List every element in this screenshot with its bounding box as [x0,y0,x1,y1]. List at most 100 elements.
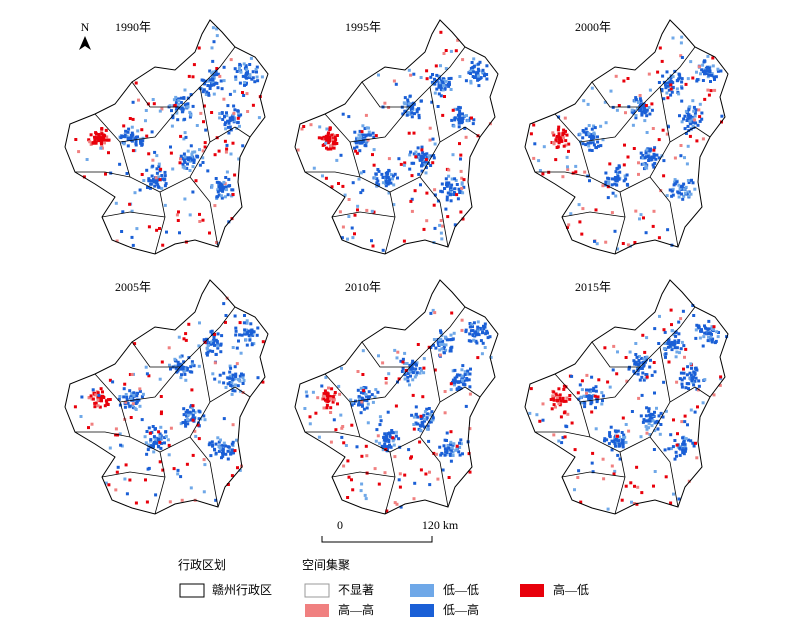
legend-title: 行政区划 [178,558,226,572]
cluster-cell [603,439,606,443]
cluster-cell [314,411,318,415]
cluster-cell [192,63,196,67]
cluster-cell [457,187,461,191]
cluster-cell [557,439,561,443]
cluster-cell [184,135,188,139]
cluster-cell [188,410,192,414]
cluster-cell [440,347,444,351]
cluster-cell [551,141,555,145]
cluster-cell [428,420,432,424]
cluster-cell [640,111,644,115]
cluster-cell [590,86,594,90]
cluster-cell [419,76,423,79]
cluster-cell [677,92,681,96]
cluster-cell [448,338,452,342]
cluster-cell [152,435,156,439]
cluster-cell [97,137,101,141]
cluster-cell [565,155,569,159]
cluster-cell [425,191,429,195]
cluster-cell [710,73,714,77]
cluster-cell [589,402,593,406]
cluster-cell [233,314,237,318]
map-panel [294,19,499,255]
cluster-cell [692,444,696,448]
cluster-cell [425,427,429,431]
cluster-cell [607,180,611,184]
cluster-cell [433,368,437,372]
cluster-cell [382,435,386,439]
cluster-cell [652,152,656,156]
cluster-cell [587,132,591,136]
cluster-cell [657,138,661,142]
cluster-cell [569,212,573,216]
cluster-cell [458,453,462,457]
cluster-cell [221,454,225,458]
cluster-cell [225,143,229,147]
cluster-cell [130,235,134,239]
cluster-cell [211,26,215,30]
legend-label: 高—低 [553,582,589,597]
cluster-cell [380,444,384,448]
cluster-cell [237,114,241,118]
cluster-cell [219,194,223,198]
cluster-cell [234,326,238,330]
cluster-cell [157,445,161,449]
cluster-cell [664,409,668,413]
cluster-cell [215,195,219,199]
cluster-cell [460,176,464,180]
cluster-cell [398,485,402,489]
cluster-cell [364,394,368,398]
cluster-cell [676,190,680,194]
district-boundary [189,176,219,248]
cluster-cell [477,333,481,337]
cluster-cell [384,377,388,380]
cluster-cell [455,193,459,197]
cluster-cell [611,368,615,372]
cluster-cell [671,86,675,90]
cluster-cell [670,323,673,327]
cluster-cell [252,342,256,346]
cluster-cell [570,374,574,378]
cluster-cell [378,423,382,427]
cluster-cell [197,437,201,441]
cluster-cell [579,500,583,504]
cluster-cell [621,438,625,442]
cluster-cell [686,144,690,148]
cluster-cell [163,203,167,207]
cluster-cell [337,182,340,185]
cluster-cell [452,191,456,194]
cluster-cell [461,378,464,382]
district-boundary [324,366,411,403]
cluster-cell [347,115,351,119]
cluster-cell [124,129,128,133]
cluster-cell [649,416,653,420]
cluster-cell [643,105,647,109]
cluster-cell [126,136,130,140]
cluster-cell [349,398,353,402]
cluster-cell [719,375,723,379]
cluster-cell [397,377,401,381]
cluster-cell [433,226,437,230]
cluster-cell [215,340,219,344]
cluster-cell [693,410,697,414]
district-boundary [591,81,661,108]
cluster-cell [202,414,206,418]
cluster-cell [322,137,326,141]
cluster-cell [682,344,686,348]
cluster-cell [213,332,217,336]
cluster-cell [231,378,235,382]
cluster-cell [143,435,147,439]
cluster-cell [398,472,402,476]
cluster-cell [114,427,118,431]
cluster-cell [420,163,424,167]
cluster-cell [473,76,476,79]
cluster-cell [355,151,359,155]
cluster-cell [394,430,398,434]
cluster-cell [211,59,215,63]
cluster-cell [648,419,652,423]
cluster-cell [442,346,446,350]
cluster-cell [239,70,243,74]
cluster-cell [340,236,344,240]
cluster-cell [351,401,354,405]
district-boundary [119,386,236,453]
